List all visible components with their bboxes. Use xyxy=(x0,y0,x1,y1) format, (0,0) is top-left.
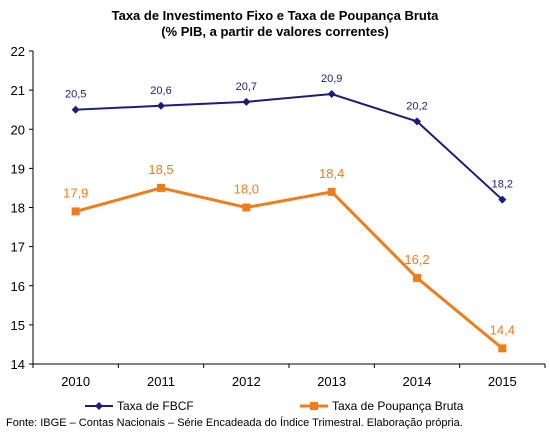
y-tick-label: 14 xyxy=(11,357,25,372)
series-point-fbcf xyxy=(327,90,336,99)
series-point-poupanca xyxy=(157,183,165,192)
chart-subtitle: (% PIB, a partir de valores correntes) xyxy=(161,24,389,39)
x-tick-label: 2012 xyxy=(232,374,261,389)
data-label-fbcf: 20,5 xyxy=(65,89,86,101)
x-tick-label: 2015 xyxy=(488,374,517,389)
legend-label: Taxa de FBCF xyxy=(117,399,194,413)
data-label-poupanca: 14,4 xyxy=(490,322,515,337)
series-point-fbcf xyxy=(157,101,165,110)
chart-title: Taxa de Investimento Fixo e Taxa de Poup… xyxy=(111,8,439,23)
series-point-fbcf xyxy=(498,195,507,204)
data-label-poupanca: 16,2 xyxy=(404,252,429,267)
series-point-fbcf xyxy=(242,97,251,106)
series-point-poupanca xyxy=(498,344,507,353)
data-label-poupanca: 18,5 xyxy=(148,162,173,177)
series-line-1 xyxy=(75,93,504,201)
series-point-fbcf xyxy=(71,105,80,114)
y-tick-label: 19 xyxy=(11,161,25,176)
data-label-fbcf: 18,2 xyxy=(492,179,513,191)
series-point-poupanca xyxy=(413,273,421,282)
y-tick-label: 20 xyxy=(11,122,25,137)
y-tick-label: 18 xyxy=(11,201,25,216)
data-label-fbcf: 20,9 xyxy=(321,73,342,85)
y-tick-label: 21 xyxy=(11,83,25,98)
data-label-fbcf: 20,6 xyxy=(150,85,171,97)
source-note: Fonte: IBGE – Contas Nacionais – Série E… xyxy=(6,417,463,429)
x-tick-label: 2011 xyxy=(147,374,175,389)
series-point-poupanca xyxy=(242,203,251,212)
series-point-fbcf xyxy=(413,117,421,126)
y-tick-label: 15 xyxy=(11,318,25,333)
legend-marker-diamond xyxy=(95,402,103,410)
y-tick-label: 22 xyxy=(11,44,25,59)
series-point-poupanca xyxy=(71,207,80,216)
data-label-fbcf: 20,2 xyxy=(406,100,427,112)
series-point-poupanca xyxy=(327,187,336,196)
y-tick-label: 16 xyxy=(11,279,25,294)
legend-marker-square xyxy=(310,402,318,410)
x-tick-label: 2010 xyxy=(61,374,90,389)
y-tick-label: 17 xyxy=(11,240,25,255)
legend-label: Taxa de Poupança Bruta xyxy=(332,399,464,413)
data-label-poupanca: 17,9 xyxy=(63,185,88,200)
data-label-fbcf: 20,7 xyxy=(236,81,257,93)
series-line-2 xyxy=(75,186,504,350)
data-label-poupanca: 18,0 xyxy=(234,182,259,197)
data-label-poupanca: 18,4 xyxy=(319,166,344,181)
x-tick-label: 2013 xyxy=(317,374,346,389)
x-tick-label: 2014 xyxy=(403,374,432,389)
